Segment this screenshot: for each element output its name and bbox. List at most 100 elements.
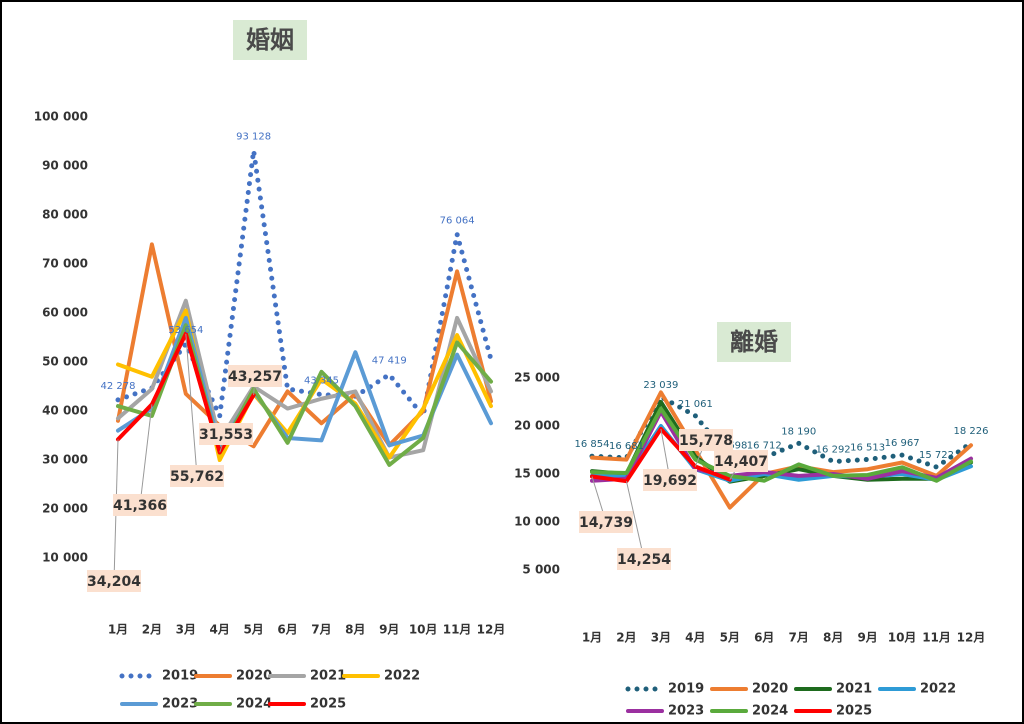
x-tick-label: 11月 [922, 631, 951, 645]
data-label: 14,407 [714, 454, 768, 470]
series-line [590, 406, 973, 483]
x-tick-label: 6月 [277, 623, 297, 637]
x-tick-label: 11月 [443, 623, 472, 637]
data-label: 16 854 [575, 439, 610, 450]
data-label: 76 064 [440, 215, 475, 226]
x-tick-label: 1月 [108, 623, 128, 637]
y-tick-label: 20 000 [514, 419, 560, 433]
y-tick-label: 10 000 [42, 551, 88, 565]
x-tick-label: 5月 [720, 631, 740, 645]
legend-label: 2021 [310, 669, 346, 684]
y-tick-label: 100 000 [34, 110, 88, 124]
x-tick-label: 9月 [857, 631, 877, 645]
data-label: 18 190 [781, 426, 816, 437]
x-tick-label: 8月 [345, 623, 365, 637]
callout-leader [185, 333, 198, 477]
legend-label: 2025 [310, 697, 346, 712]
data-label: 16 681 [609, 441, 644, 452]
x-tick-label: 10月 [409, 623, 438, 637]
callout-bg [579, 511, 633, 533]
y-tick-label: 80 000 [42, 208, 88, 222]
data-label: 42 278 [101, 381, 136, 392]
legend-label: 2019 [162, 669, 198, 684]
legend-label: 2022 [384, 669, 420, 684]
data-label: 43 345 [304, 376, 339, 387]
x-tick-label: 7月 [789, 631, 809, 645]
legend-label: 2024 [236, 697, 272, 712]
callout-bg [87, 570, 141, 592]
data-label: 23 039 [643, 380, 678, 391]
legend-label: 2025 [836, 704, 872, 719]
x-tick-label: 2月 [142, 623, 162, 637]
legend-label: 2023 [162, 697, 198, 712]
data-label: 31,553 [199, 427, 253, 443]
data-label: 43,257 [228, 369, 282, 385]
data-label: 53 654 [168, 325, 203, 336]
x-tick-label: 5月 [243, 623, 263, 637]
series-line [590, 390, 973, 510]
data-label: 19,692 [643, 473, 697, 489]
x-tick-label: 10月 [888, 631, 917, 645]
x-tick-label: 1月 [582, 631, 602, 645]
y-tick-label: 40 000 [42, 404, 88, 418]
callout-bg [714, 450, 768, 472]
y-tick-label: 5 000 [522, 563, 560, 577]
data-label: 18 226 [954, 426, 989, 437]
data-label: 21 061 [678, 399, 713, 410]
callout-leader [139, 404, 153, 506]
title-bg [233, 20, 307, 60]
series-line [589, 394, 974, 470]
data-label: 16 513 [850, 442, 885, 453]
data-label: 15 722 [919, 450, 954, 461]
callout-bg [679, 429, 733, 451]
y-tick-label: 50 000 [42, 355, 88, 369]
data-label: 93 128 [236, 132, 271, 143]
data-label: 55,762 [170, 469, 224, 485]
legend-label: 2019 [668, 682, 704, 697]
callout-bg [228, 365, 282, 387]
legend-label: 2022 [920, 682, 956, 697]
data-label: 41,366 [113, 498, 167, 514]
legend-label: 2020 [752, 682, 788, 697]
y-tick-label: 70 000 [42, 257, 88, 271]
y-tick-label: 15 000 [514, 467, 560, 481]
x-tick-label: 3月 [651, 631, 671, 645]
y-tick-label: 25 000 [514, 371, 560, 385]
y-tick-label: 10 000 [514, 515, 560, 529]
x-tick-label: 12月 [477, 623, 506, 637]
x-tick-label: 2月 [616, 631, 636, 645]
x-tick-label: 7月 [311, 623, 331, 637]
y-tick-label: 20 000 [42, 502, 88, 516]
legend-label: 2024 [752, 704, 788, 719]
x-tick-label: 6月 [754, 631, 774, 645]
x-tick-label: 4月 [210, 623, 230, 637]
x-tick-label: 4月 [685, 631, 705, 645]
y-tick-label: 90 000 [42, 159, 88, 173]
title-bg [717, 322, 791, 362]
data-label: 14,254 [617, 552, 671, 568]
y-tick-label: 30 000 [42, 453, 88, 467]
data-label: 16 967 [885, 438, 920, 449]
callout-leader [625, 481, 645, 560]
callout-bg [643, 469, 697, 491]
callout-bg [170, 465, 224, 487]
data-label: 47 419 [372, 356, 407, 367]
x-tick-label: 3月 [176, 623, 196, 637]
data-label: 16 292 [816, 445, 851, 456]
legend-label: 2021 [836, 682, 872, 697]
data-label: 16 712 [747, 441, 782, 452]
legend-label: 2023 [668, 704, 704, 719]
y-tick-label: 60 000 [42, 306, 88, 320]
legend-label: 2020 [236, 669, 272, 684]
chart-title: 離婚 [730, 328, 778, 356]
series-line [116, 323, 493, 467]
data-label: 34,204 [87, 574, 141, 590]
x-tick-label: 9月 [379, 623, 399, 637]
chart-title: 婚姻 [246, 26, 294, 54]
callout-bg [617, 548, 671, 570]
data-label: 14,739 [579, 515, 633, 531]
callout-bg [113, 494, 167, 516]
x-tick-label: 12月 [957, 631, 986, 645]
